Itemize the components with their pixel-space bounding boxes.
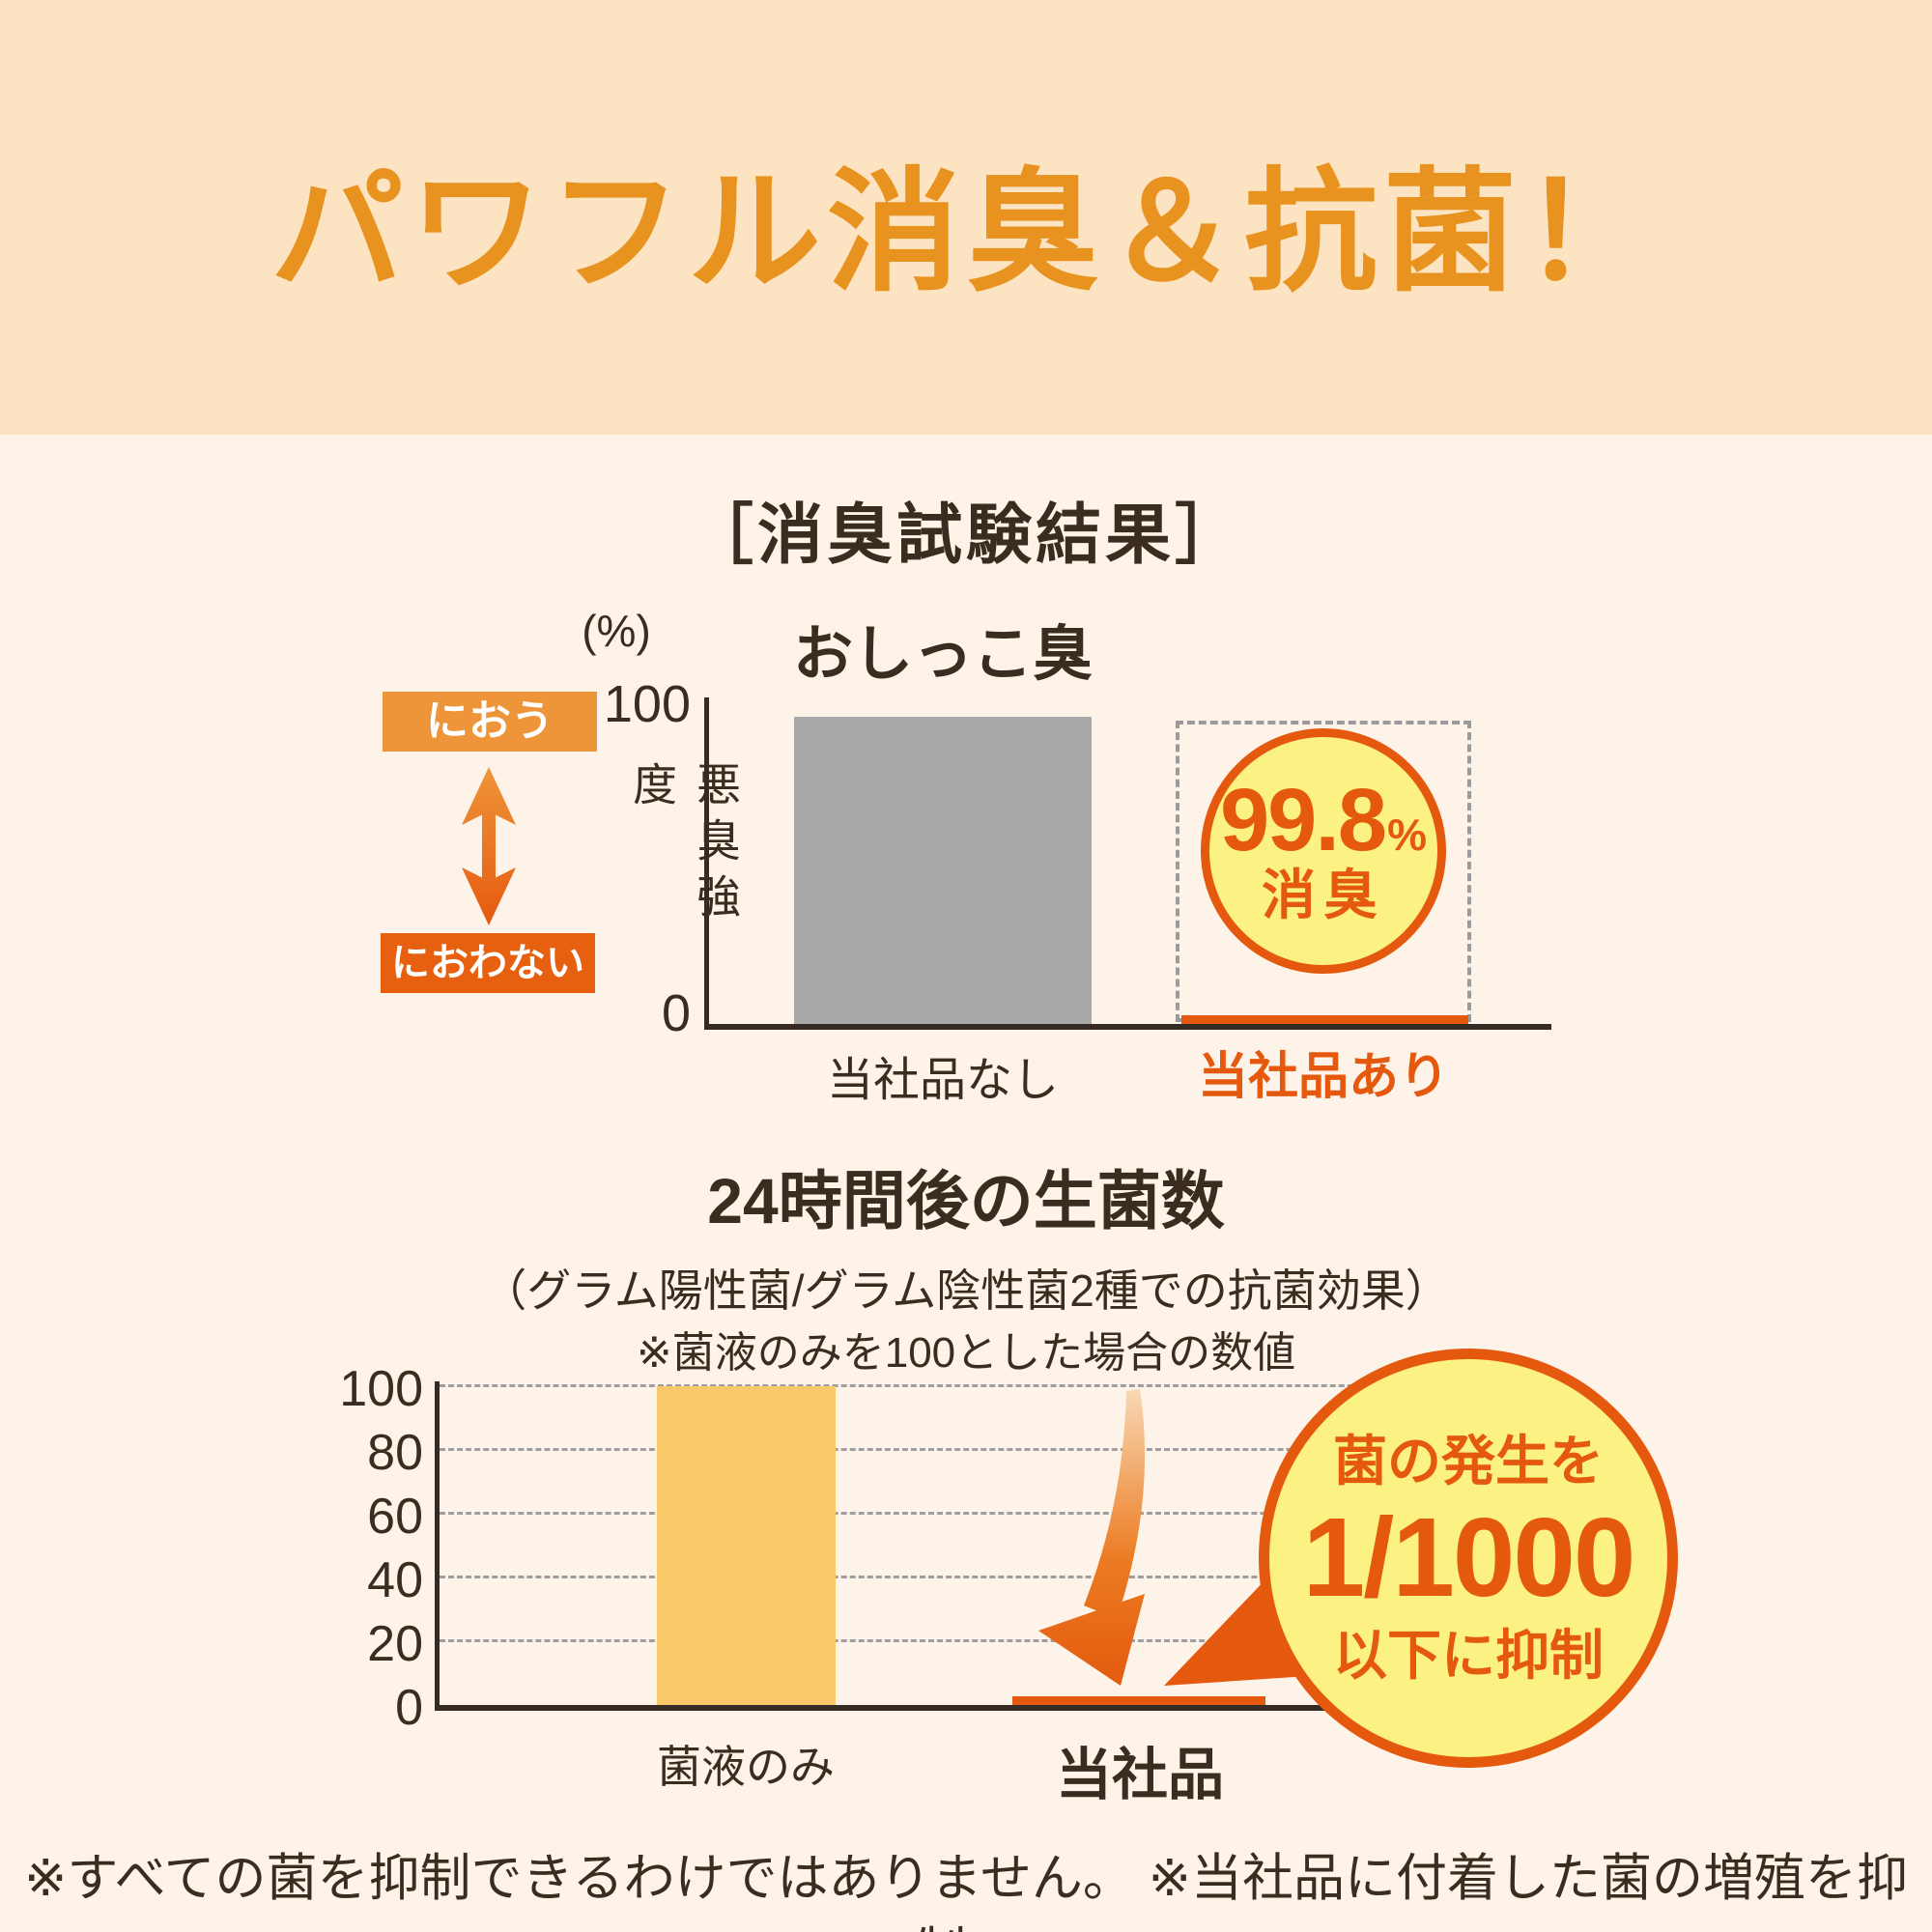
gridline-100: [440, 1384, 1406, 1387]
odor-chart-x-axis: [704, 1024, 1551, 1030]
category-label-solution-only: 菌液のみ: [657, 1742, 835, 1792]
odor-chart-ylabel: 悪臭強度: [627, 761, 741, 929]
bacteria-ytick-0: 0: [395, 1680, 423, 1736]
scale-label-smelly: におう: [383, 692, 597, 752]
bacteria-chart-x-axis: [435, 1705, 1415, 1711]
bubble-line3: 以下に抑制: [1333, 1624, 1604, 1686]
gridline-20: [440, 1639, 1406, 1642]
category-label-without-product: 当社品なし: [826, 1055, 1059, 1106]
gridline-60: [440, 1512, 1406, 1515]
bacteria-chart-title: 24時間後の生菌数: [707, 1165, 1225, 1236]
category-label-our-product: 当社品: [1055, 1744, 1224, 1806]
page-title: パワフル消臭＆抗菌！: [270, 158, 1662, 307]
category-label-with-product: 当社品あり: [1197, 1049, 1449, 1105]
bacteria-ytick-100: 100: [339, 1361, 423, 1417]
bacteria-ytick-60: 60: [367, 1489, 423, 1545]
bar-without-product: [794, 717, 1092, 1024]
deodorize-badge: 99.8 % 消臭: [1201, 728, 1446, 974]
gridline-80: [440, 1448, 1406, 1451]
bacteria-ytick-80: 80: [367, 1425, 423, 1481]
updown-arrow-icon: [462, 767, 516, 925]
deodorize-caption: 消臭: [1262, 864, 1385, 925]
scale-label-not-smelly: におわない: [381, 933, 595, 993]
bacteria-chart-subtitle: （グラム陽性菌/グラム陰性菌2種での抗菌効果）: [482, 1265, 1450, 1316]
odor-chart-ytick-100: 100: [603, 675, 691, 733]
bacteria-ytick-40: 40: [367, 1552, 423, 1608]
bar-bacteria-solution-only: [657, 1386, 836, 1705]
bar-with-product: [1181, 1015, 1468, 1024]
suppression-bubble: 菌の発生を 1/1000 以下に抑制: [1259, 1349, 1678, 1768]
bacteria-chart-y-axis: [435, 1381, 440, 1710]
bar-our-product: [1012, 1696, 1265, 1705]
gridline-40: [440, 1576, 1406, 1578]
odor-chart-ytick-0: 0: [661, 984, 691, 1042]
bacteria-ytick-20: 20: [367, 1616, 423, 1672]
percent-sign: %: [1387, 809, 1427, 860]
deodorize-value-row: 99.8 %: [1220, 776, 1427, 865]
banner: パワフル消臭＆抗菌！: [0, 0, 1932, 435]
bubble-line2: 1/1000: [1302, 1494, 1636, 1621]
deodorize-value: 99.8: [1220, 770, 1387, 869]
section-heading: ［消臭試験結果］: [687, 498, 1244, 572]
odor-chart-title: おしっこ臭: [792, 621, 1093, 688]
bacteria-chart-note: ※菌液のみを100とした場合の数値: [636, 1329, 1296, 1377]
odor-chart-y-axis: [704, 697, 709, 1030]
footnote: ※すべての菌を抑制できるわけではありません。 ※当社品に付着した菌の増殖を抑制。: [23, 1850, 1909, 1932]
decrease-arrow-icon: [1038, 1389, 1146, 1686]
odor-chart-unit-label: (%): [582, 606, 651, 656]
bubble-line1: 菌の発生を: [1333, 1431, 1604, 1492]
